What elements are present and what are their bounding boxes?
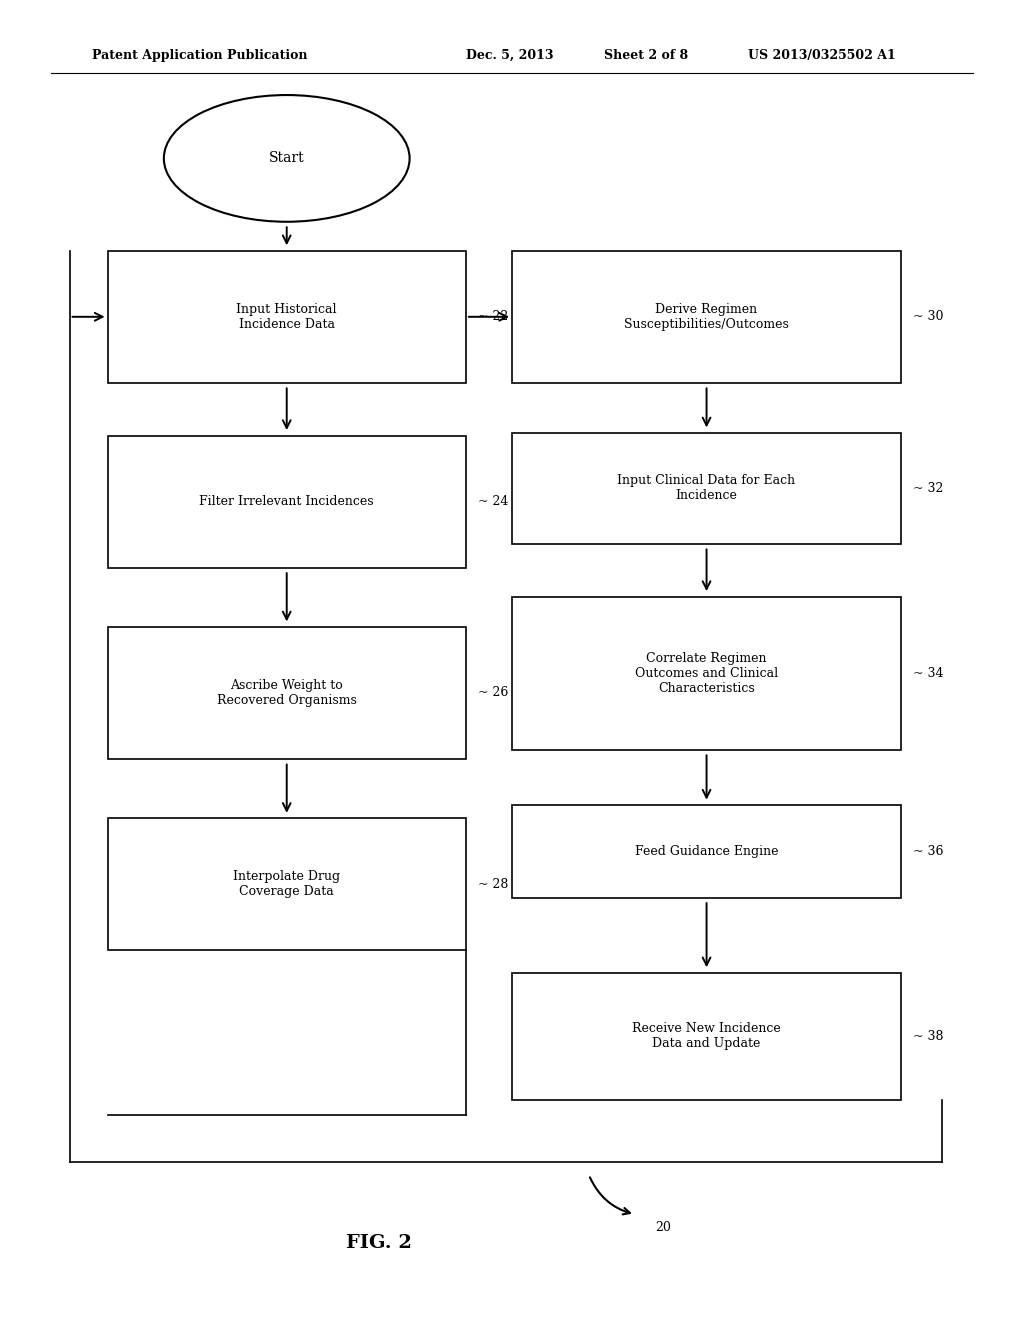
Text: Derive Regimen
Susceptibilities/Outcomes: Derive Regimen Susceptibilities/Outcomes bbox=[624, 302, 790, 331]
Text: ~ 30: ~ 30 bbox=[913, 310, 944, 323]
Text: Ascribe Weight to
Recovered Organisms: Ascribe Weight to Recovered Organisms bbox=[217, 678, 356, 708]
Text: Patent Application Publication: Patent Application Publication bbox=[92, 49, 307, 62]
FancyBboxPatch shape bbox=[512, 973, 901, 1100]
Text: US 2013/0325502 A1: US 2013/0325502 A1 bbox=[748, 49, 895, 62]
Text: Correlate Regimen
Outcomes and Clinical
Characteristics: Correlate Regimen Outcomes and Clinical … bbox=[635, 652, 778, 694]
Text: ~ 22: ~ 22 bbox=[478, 310, 509, 323]
Text: ~ 36: ~ 36 bbox=[913, 845, 944, 858]
Text: ~ 32: ~ 32 bbox=[913, 482, 944, 495]
Text: ~ 26: ~ 26 bbox=[478, 686, 509, 700]
Text: ~ 24: ~ 24 bbox=[478, 495, 509, 508]
FancyBboxPatch shape bbox=[108, 818, 466, 950]
Text: Input Historical
Incidence Data: Input Historical Incidence Data bbox=[237, 302, 337, 331]
Text: Feed Guidance Engine: Feed Guidance Engine bbox=[635, 845, 778, 858]
Text: 20: 20 bbox=[655, 1221, 672, 1234]
Text: Sheet 2 of 8: Sheet 2 of 8 bbox=[604, 49, 688, 62]
FancyBboxPatch shape bbox=[108, 627, 466, 759]
Text: Start: Start bbox=[269, 152, 304, 165]
FancyBboxPatch shape bbox=[108, 436, 466, 568]
FancyBboxPatch shape bbox=[512, 433, 901, 544]
Text: Filter Irrelevant Incidences: Filter Irrelevant Incidences bbox=[200, 495, 374, 508]
FancyBboxPatch shape bbox=[512, 251, 901, 383]
Text: ~ 38: ~ 38 bbox=[913, 1030, 944, 1043]
Text: Input Clinical Data for Each
Incidence: Input Clinical Data for Each Incidence bbox=[617, 474, 796, 503]
Text: ~ 28: ~ 28 bbox=[478, 878, 509, 891]
Text: ~ 34: ~ 34 bbox=[913, 667, 944, 680]
Ellipse shape bbox=[164, 95, 410, 222]
Text: Dec. 5, 2013: Dec. 5, 2013 bbox=[466, 49, 553, 62]
Text: Receive New Incidence
Data and Update: Receive New Incidence Data and Update bbox=[632, 1022, 781, 1051]
Text: Interpolate Drug
Coverage Data: Interpolate Drug Coverage Data bbox=[233, 870, 340, 899]
Text: FIG. 2: FIG. 2 bbox=[346, 1234, 412, 1253]
FancyBboxPatch shape bbox=[512, 597, 901, 750]
FancyBboxPatch shape bbox=[108, 251, 466, 383]
FancyBboxPatch shape bbox=[512, 805, 901, 898]
